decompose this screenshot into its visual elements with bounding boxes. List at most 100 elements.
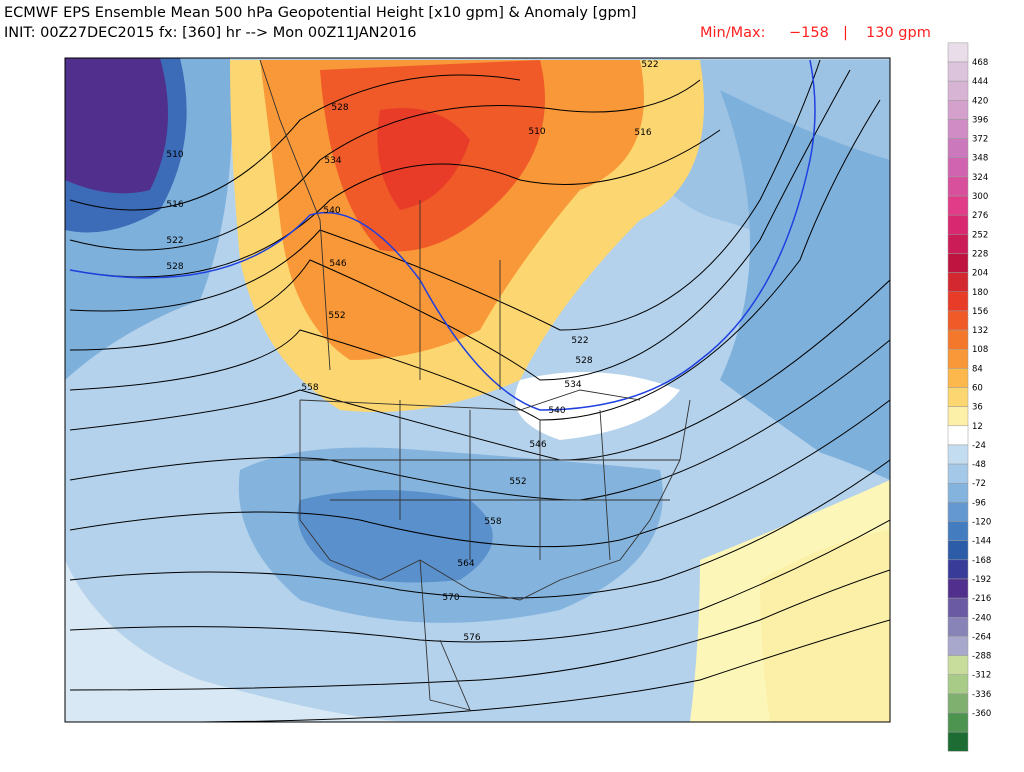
contour-label: 558 [301, 383, 318, 393]
colorbar-swatch [947, 521, 969, 541]
colorbar-label: -192 [972, 575, 991, 585]
colorbar-swatch [947, 61, 969, 82]
colorbar-swatch [947, 176, 969, 197]
separator: | [843, 25, 848, 41]
colorbar-label: 12 [972, 422, 983, 432]
colorbar-swatch [947, 329, 969, 350]
contour-label: 534 [564, 380, 581, 390]
contour-label: 510 [528, 127, 545, 137]
colorbar-label: 468 [972, 58, 988, 68]
contour-label: 558 [484, 517, 501, 527]
colorbar-label: 84 [972, 364, 983, 374]
colorbar-swatch [947, 712, 969, 733]
contour-label: 522 [571, 336, 588, 346]
contour-label: 516 [634, 128, 651, 138]
colorbar-swatch [947, 214, 969, 235]
colorbar-swatch [947, 731, 969, 752]
colorbar-swatch [947, 253, 969, 273]
colorbar-label: 132 [972, 326, 988, 336]
colorbar-label: 444 [972, 77, 988, 87]
colorbar-swatch [947, 674, 969, 695]
colorbar-swatch [947, 502, 969, 522]
contour-label: 546 [329, 259, 346, 269]
colorbar-label: 348 [972, 154, 988, 164]
colorbar-label: -72 [972, 479, 986, 489]
colorbar-swatch [947, 234, 969, 254]
colorbar: 468 444 420 396 372 348 324 300 276 252 228 204 180 1… [947, 42, 991, 752]
colorbar-swatch [947, 310, 969, 331]
contour-label: 546 [529, 440, 546, 450]
max-value: 130 gpm [866, 25, 931, 41]
colorbar-label: -360 [972, 709, 991, 719]
colorbar-label: -336 [972, 690, 991, 700]
contour-label: 570 [442, 593, 459, 603]
contour-label: 522 [166, 236, 183, 246]
colorbar-swatch [947, 597, 969, 618]
colorbar-label: 204 [972, 269, 988, 279]
colorbar-label: 60 [972, 384, 983, 394]
colorbar-swatch [947, 617, 969, 637]
colorbar-label: -120 [972, 518, 991, 528]
colorbar-swatch [947, 636, 969, 656]
contour-label: 576 [463, 633, 480, 643]
colorbar-swatch [947, 425, 969, 446]
contour-label: 540 [548, 406, 565, 416]
colorbar-swatch [947, 540, 969, 561]
colorbar-swatch [947, 655, 969, 675]
colorbar-swatch [947, 119, 969, 139]
contour-label: 534 [324, 156, 341, 166]
contour-label: 510 [166, 150, 183, 160]
colorbar-swatch [947, 138, 969, 158]
colorbar-label: 324 [972, 173, 988, 183]
contour-label: 552 [509, 477, 526, 487]
minmax-label: Min/Max: [700, 25, 765, 41]
map [65, 58, 890, 722]
colorbar-swatch [947, 559, 969, 580]
colorbar-swatch [947, 693, 969, 714]
colorbar-label: 300 [972, 192, 988, 202]
colorbar-swatch [947, 348, 969, 369]
contour-label: 516 [166, 200, 183, 210]
contour-labels: 510 516 522 528 528 534 540 546 552 558 546 552 558 5… [166, 60, 658, 643]
colorbar-label: -216 [972, 594, 991, 604]
colorbar-label: 180 [972, 288, 988, 298]
colorbar-swatch [947, 444, 969, 465]
colorbar-label: 420 [972, 96, 988, 106]
minmax: Min/Max: −158 | 130 gpm [700, 25, 931, 41]
colorbar-label: 396 [972, 115, 988, 125]
colorbar-swatch [947, 406, 969, 427]
contour-label: 528 [331, 103, 348, 113]
colorbar-swatch [947, 272, 969, 293]
colorbar-swatch [947, 463, 969, 484]
contour-label: 552 [328, 311, 345, 321]
title: ECMWF EPS Ensemble Mean 500 hPa Geopoten… [4, 5, 636, 21]
colorbar-label: -168 [972, 556, 991, 566]
colorbar-label: -288 [972, 652, 991, 662]
colorbar-swatch [947, 368, 969, 388]
colorbar-label: 252 [972, 230, 988, 240]
min-value: −158 [789, 25, 829, 41]
colorbar-label: 228 [972, 249, 988, 259]
colorbar-swatch [947, 578, 969, 599]
colorbar-label: -48 [972, 460, 986, 470]
colorbar-swatch [947, 195, 969, 216]
colorbar-label: 372 [972, 135, 988, 145]
contour-label: 522 [641, 60, 658, 70]
colorbar-swatch [947, 80, 969, 101]
map-frame [64, 57, 891, 723]
colorbar-swatch [947, 291, 969, 312]
contour-label: 528 [166, 262, 183, 272]
contour-label: 564 [457, 559, 474, 569]
colorbar-swatch [947, 100, 969, 120]
colorbar-label: -312 [972, 671, 991, 681]
colorbar-label: -240 [972, 613, 991, 623]
colorbar-label: -144 [972, 537, 991, 547]
colorbar-swatch [947, 157, 969, 178]
colorbar-label: 156 [972, 307, 988, 317]
colorbar-swatch [947, 482, 969, 503]
colorbar-swatch [947, 387, 969, 407]
colorbar-label: 36 [972, 403, 983, 413]
contour-label: 540 [323, 206, 340, 216]
colorbar-label: -96 [972, 498, 986, 508]
